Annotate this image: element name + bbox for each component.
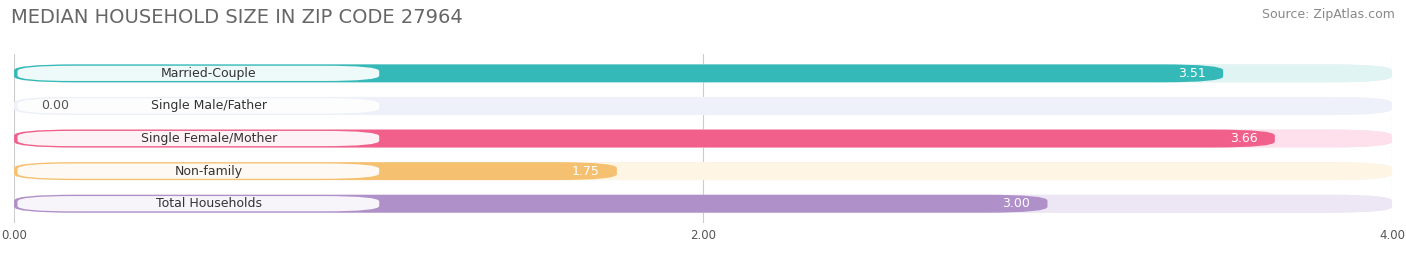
- Text: 3.66: 3.66: [1230, 132, 1257, 145]
- FancyBboxPatch shape: [14, 97, 1392, 115]
- FancyBboxPatch shape: [14, 195, 1392, 213]
- FancyBboxPatch shape: [14, 195, 1392, 213]
- FancyBboxPatch shape: [14, 130, 1392, 147]
- FancyBboxPatch shape: [17, 196, 380, 211]
- FancyBboxPatch shape: [14, 97, 1392, 115]
- FancyBboxPatch shape: [14, 64, 1392, 82]
- FancyBboxPatch shape: [14, 195, 1047, 213]
- Text: 3.00: 3.00: [1002, 197, 1031, 210]
- Text: 1.75: 1.75: [572, 165, 599, 178]
- FancyBboxPatch shape: [14, 64, 1392, 82]
- Text: Single Female/Mother: Single Female/Mother: [141, 132, 277, 145]
- FancyBboxPatch shape: [14, 130, 1392, 147]
- FancyBboxPatch shape: [17, 66, 380, 81]
- FancyBboxPatch shape: [14, 162, 1392, 180]
- Text: MEDIAN HOUSEHOLD SIZE IN ZIP CODE 27964: MEDIAN HOUSEHOLD SIZE IN ZIP CODE 27964: [11, 8, 463, 27]
- FancyBboxPatch shape: [17, 131, 380, 146]
- Text: Source: ZipAtlas.com: Source: ZipAtlas.com: [1261, 8, 1395, 21]
- Text: Total Households: Total Households: [156, 197, 262, 210]
- Text: Single Male/Father: Single Male/Father: [150, 100, 267, 112]
- Text: 0.00: 0.00: [42, 100, 70, 112]
- FancyBboxPatch shape: [17, 98, 380, 114]
- FancyBboxPatch shape: [14, 162, 1392, 180]
- FancyBboxPatch shape: [14, 130, 1275, 147]
- FancyBboxPatch shape: [14, 162, 617, 180]
- Text: Married-Couple: Married-Couple: [160, 67, 256, 80]
- FancyBboxPatch shape: [17, 164, 380, 179]
- Text: Non-family: Non-family: [174, 165, 243, 178]
- FancyBboxPatch shape: [14, 64, 1223, 82]
- Text: 3.51: 3.51: [1178, 67, 1206, 80]
